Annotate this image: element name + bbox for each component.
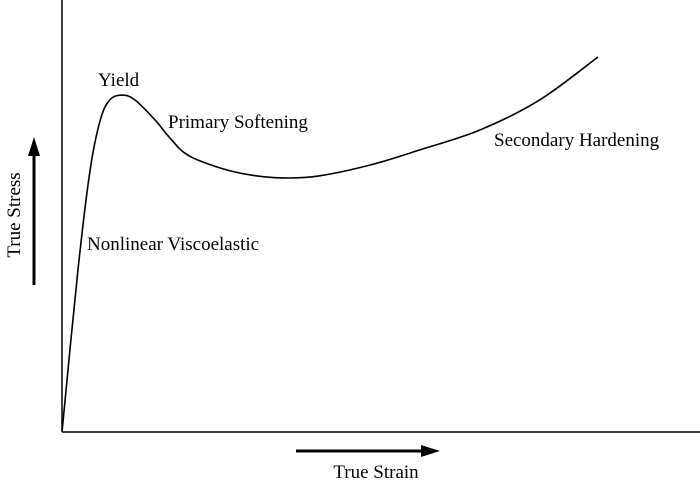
x-arrow [296, 445, 440, 457]
stress-strain-curve [61, 56, 599, 433]
annotation-nonlinear-viscoelastic: Nonlinear Viscoelastic [87, 234, 259, 255]
annotation-primary-softening: Primary Softening [168, 112, 308, 133]
annotation-yield: Yield [98, 70, 140, 91]
annotation-secondary-hardening: Secondary Hardening [494, 130, 660, 151]
y-arrow [28, 137, 40, 285]
y-axis-label: True Stress [4, 172, 25, 257]
x-axis-label: True Strain [333, 462, 419, 481]
